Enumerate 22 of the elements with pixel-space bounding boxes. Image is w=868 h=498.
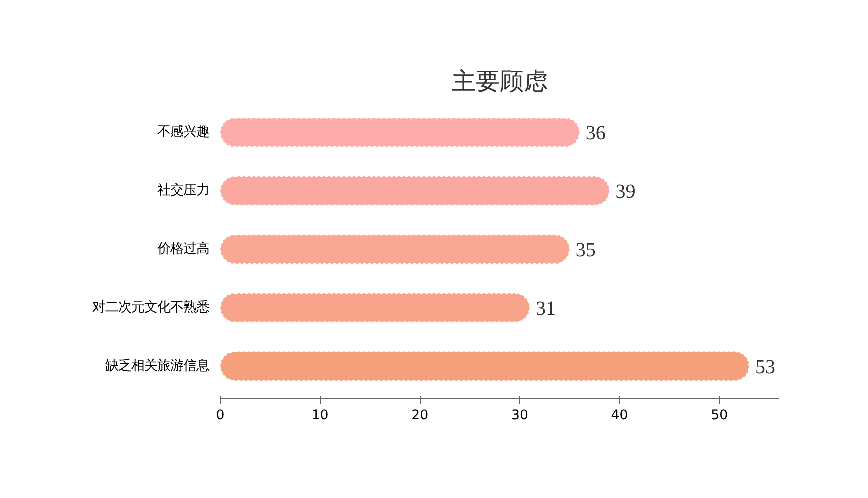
x-tick-label: 20 xyxy=(412,408,429,424)
bar xyxy=(220,176,611,206)
bar xyxy=(220,292,531,324)
x-tick-label: 30 xyxy=(511,408,528,424)
chart-title: 主要顾虑 xyxy=(452,68,548,96)
bar xyxy=(220,351,750,382)
data-label: 31 xyxy=(536,298,556,320)
data-label: 35 xyxy=(576,240,596,262)
y-tick-label: 价格过高 xyxy=(156,241,210,257)
x-tick-label: 40 xyxy=(611,408,628,424)
y-tick-label: 缺乏相关旅游信息 xyxy=(106,358,210,374)
data-label: 36 xyxy=(586,122,606,145)
x-tick-label: 50 xyxy=(711,408,728,424)
data-label: 53 xyxy=(756,356,776,378)
bar xyxy=(220,117,581,148)
y-tick-label: 对二次元文化不熟悉 xyxy=(92,300,210,316)
x-tick-label: 0 xyxy=(216,408,225,424)
y-tick-label: 不感兴趣 xyxy=(158,125,210,140)
bar xyxy=(220,234,571,265)
x-tick-label: 10 xyxy=(312,408,329,424)
data-label: 39 xyxy=(616,181,636,204)
y-tick-label: 社交压力 xyxy=(158,182,210,199)
